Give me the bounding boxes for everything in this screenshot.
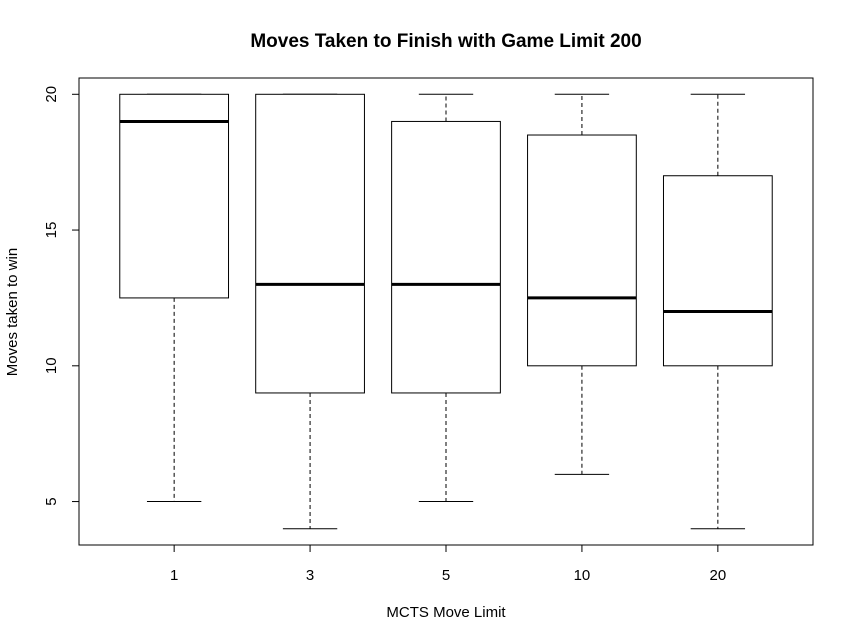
box-3 bbox=[255, 93, 365, 530]
box-5 bbox=[391, 93, 501, 503]
y-tick-label: 15 bbox=[43, 222, 60, 239]
x-axis-label: MCTS Move Limit bbox=[386, 604, 506, 621]
box-20 bbox=[662, 93, 773, 530]
x-axis: 1 3 5 10 20 bbox=[170, 544, 727, 584]
x-tick-label: 5 bbox=[442, 567, 450, 584]
y-tick-label: 5 bbox=[43, 497, 60, 505]
x-tick-label: 20 bbox=[710, 567, 727, 584]
box-iqr bbox=[391, 120, 501, 394]
box-10 bbox=[527, 93, 637, 475]
box-1 bbox=[119, 93, 230, 503]
x-tick-label: 3 bbox=[306, 567, 314, 584]
box-iqr bbox=[662, 175, 773, 367]
y-axis: 5 10 15 20 bbox=[43, 86, 80, 506]
chart-title: Moves Taken to Finish with Game Limit 20… bbox=[250, 31, 641, 52]
x-tick-label: 10 bbox=[574, 567, 591, 584]
box-iqr bbox=[527, 134, 637, 367]
y-tick-label: 20 bbox=[43, 86, 60, 103]
box-iqr bbox=[255, 93, 365, 394]
boxes-group bbox=[119, 93, 773, 530]
box-iqr bbox=[119, 93, 230, 299]
x-tick-label: 1 bbox=[170, 567, 178, 584]
y-axis-label: Moves taken to win bbox=[4, 248, 21, 376]
y-tick-label: 10 bbox=[43, 357, 60, 374]
